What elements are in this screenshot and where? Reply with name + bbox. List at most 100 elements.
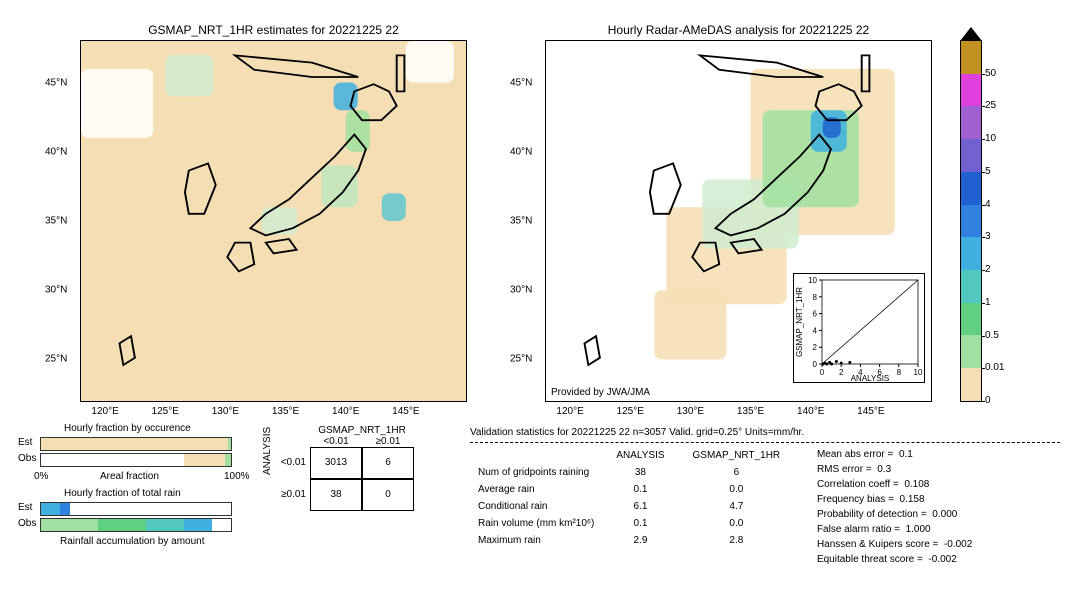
x-tick: 130°E [212, 406, 239, 417]
left-map-panel: GSMAP_NRT_1HR estimates for 20221225 22 … [80, 40, 467, 402]
colorbar-tick: 25 [985, 100, 996, 111]
svg-text:ANALYSIS: ANALYSIS [851, 374, 890, 382]
val-cell: 38 [602, 464, 678, 481]
val-cell: 2.8 [679, 532, 795, 549]
val-row-label: Rain volume (mm km²10⁶) [470, 515, 602, 532]
val-stat-label: False alarm ratio = [817, 524, 900, 535]
colorbar-tick-line [981, 336, 985, 337]
x-tick: 130°E [677, 406, 704, 417]
right-map-panel: Hourly Radar-AMeDAS analysis for 2022122… [545, 40, 932, 402]
val-col-header [470, 447, 602, 464]
totalrain-chart: Hourly fraction of total rain Rainfall a… [40, 490, 240, 550]
bar-segment [70, 503, 232, 515]
bar-row-label: Est [18, 437, 32, 448]
val-cell: 4.7 [679, 498, 795, 515]
cont-cell: 3013 [310, 447, 362, 479]
bar-segment [184, 519, 213, 531]
bar-segment [146, 519, 184, 531]
val-cell: 0.1 [602, 481, 678, 498]
val-cell: 0.0 [679, 515, 795, 532]
validation-title: Validation statistics for 20221225 22 n=… [470, 425, 1060, 443]
x-tick: 135°E [272, 406, 299, 417]
colorbar-tick: 4 [985, 199, 991, 210]
val-stat-row: Correlation coeff = 0.108 [817, 477, 972, 492]
colorbar-tick: 5 [985, 166, 991, 177]
cont-col-label: <0.01 [310, 436, 362, 447]
cont-col-label: ≥0.01 [362, 436, 414, 447]
val-col-header: GSMAP_NRT_1HR [679, 447, 795, 464]
val-stat-value: -0.002 [944, 539, 972, 550]
val-stat-value: 0.158 [900, 494, 925, 505]
colorbar-segment [961, 335, 981, 368]
bar-segment [60, 503, 70, 515]
cont-col-header: GSMAP_NRT_1HR [310, 425, 414, 436]
colorbar-tick: 0.01 [985, 362, 1004, 373]
cont-cell: 6 [362, 447, 414, 479]
x-tick: 140°E [797, 406, 824, 417]
colorbar-tick-line [981, 172, 985, 173]
colorbar-tick-line [981, 74, 985, 75]
val-stat-row: Hanssen & Kuipers score = -0.002 [817, 537, 972, 552]
bar-row-label: Obs [18, 453, 36, 464]
bar-segment [98, 519, 146, 531]
colorbar-segment [961, 237, 981, 270]
occurrence-title: Hourly fraction by occurence [64, 423, 191, 434]
svg-text:10: 10 [914, 368, 923, 377]
totalrain-title: Hourly fraction of total rain [64, 488, 181, 499]
y-tick: 30°N [510, 285, 532, 296]
val-row-label: Conditional rain [470, 498, 602, 515]
colorbar-tick: 10 [985, 133, 996, 144]
bar-row-label: Obs [18, 518, 36, 529]
validation-table: ANALYSISGSMAP_NRT_1HRNum of gridpoints r… [470, 447, 794, 549]
colorbar-segment [961, 41, 981, 74]
val-stat-label: Probability of detection = [817, 509, 927, 520]
bar-segment [212, 519, 231, 531]
occurrence-chart: Hourly fraction by occurence 0%100%Areal… [40, 425, 240, 485]
y-tick: 40°N [510, 146, 532, 157]
val-stat-value: 0.108 [904, 479, 929, 490]
cont-row-label: ≥0.01 [270, 489, 310, 500]
svg-text:GSMAP_NRT_1HR: GSMAP_NRT_1HR [795, 287, 804, 357]
colorbar-tick: 1 [985, 297, 991, 308]
bar-segment [41, 503, 60, 515]
val-stat-value: 1.000 [906, 524, 931, 535]
colorbar-tick: 2 [985, 264, 991, 275]
val-cell: 6 [679, 464, 795, 481]
bar-segment [184, 454, 226, 466]
provided-label: Provided by JWA/JMA [551, 387, 650, 398]
bar-x-label: Areal fraction [100, 471, 159, 482]
colorbar-segment [961, 172, 981, 205]
colorbar-tick: 0.5 [985, 330, 999, 341]
bar-row [40, 437, 232, 451]
x-tick: 120°E [91, 406, 118, 417]
svg-text:8: 8 [813, 293, 818, 302]
colorbar-tick-line [981, 401, 985, 402]
colorbar-segment [961, 106, 981, 139]
bar-bottom-label: Rainfall accumulation by amount [60, 536, 205, 547]
colorbar-segment [961, 74, 981, 107]
colorbar-tick: 3 [985, 231, 991, 242]
colorbar-tick-line [981, 270, 985, 271]
scatter-svg: 00224466881010ANALYSISGSMAP_NRT_1HR [794, 274, 924, 382]
cont-row-label: <0.01 [270, 457, 310, 468]
cont-row-header: ANALYSIS [262, 427, 273, 475]
val-stat-label: Hanssen & Kuipers score = [817, 539, 938, 550]
colorbar-tick-line [981, 237, 985, 238]
colorbar-over-triangle [960, 27, 982, 41]
bar-x-tick: 0% [34, 471, 48, 482]
val-cell: 2.9 [602, 532, 678, 549]
colorbar-tick-line [981, 368, 985, 369]
val-stat-value: -0.002 [928, 554, 956, 565]
svg-text:0: 0 [820, 368, 825, 377]
val-stat-row: False alarm ratio = 1.000 [817, 522, 972, 537]
colorbar: 00.010.512345102550 [960, 40, 982, 402]
cont-cell: 0 [362, 479, 414, 511]
y-tick: 35°N [510, 216, 532, 227]
colorbar-tick-line [981, 303, 985, 304]
val-stat-label: Frequency bias = [817, 494, 894, 505]
val-stat-row: Mean abs error = 0.1 [817, 447, 972, 462]
val-col-header: ANALYSIS [602, 447, 678, 464]
val-stat-row: Frequency bias = 0.158 [817, 492, 972, 507]
colorbar-segment [961, 205, 981, 238]
colorbar-tick-line [981, 205, 985, 206]
